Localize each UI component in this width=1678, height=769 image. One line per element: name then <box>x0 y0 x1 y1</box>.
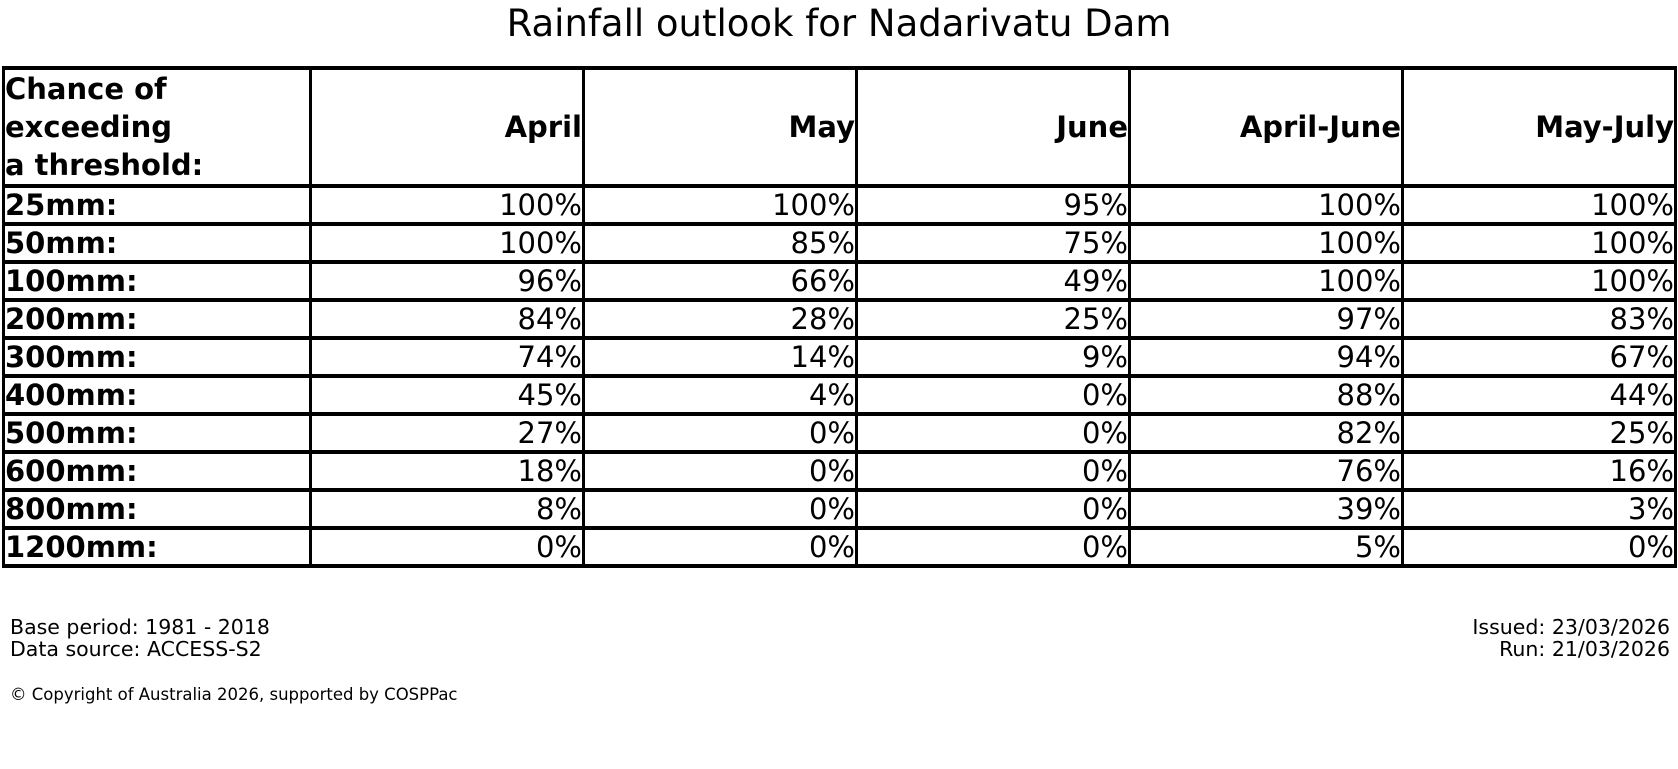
value-cell: 0% <box>582 526 858 568</box>
row-label: 600mm: <box>2 450 312 492</box>
value-cell: 0% <box>855 374 1131 416</box>
value-cell: 39% <box>1128 488 1404 530</box>
row-label: 500mm: <box>2 412 312 454</box>
value-cell: 96% <box>309 260 585 302</box>
value-cell: 9% <box>855 336 1131 378</box>
value-cell: 14% <box>582 336 858 378</box>
value-cell: 0% <box>855 450 1131 492</box>
table-row: 200mm: 84% 28% 25% 97% 83% <box>2 298 1677 340</box>
row-label: 200mm: <box>2 298 312 340</box>
value-cell: 76% <box>1128 450 1404 492</box>
value-cell: 100% <box>1128 184 1404 226</box>
value-cell: 0% <box>582 412 858 454</box>
table-row: 100mm: 96% 66% 49% 100% 100% <box>2 260 1677 302</box>
value-cell: 97% <box>1128 298 1404 340</box>
table-row: 1200mm: 0% 0% 0% 5% 0% <box>2 526 1677 568</box>
value-cell: 88% <box>1128 374 1404 416</box>
value-cell: 25% <box>855 298 1131 340</box>
row-label: 800mm: <box>2 488 312 530</box>
rainfall-outlook-table: Chance of exceeding a threshold: April M… <box>2 66 1677 568</box>
table-row: 500mm: 27% 0% 0% 82% 25% <box>2 412 1677 454</box>
value-cell: 85% <box>582 222 858 264</box>
value-cell: 49% <box>855 260 1131 302</box>
table-row: 400mm: 45% 4% 0% 88% 44% <box>2 374 1677 416</box>
row-label: 300mm: <box>2 336 312 378</box>
value-cell: 95% <box>855 184 1131 226</box>
value-cell: 83% <box>1401 298 1677 340</box>
value-cell: 100% <box>1401 260 1677 302</box>
value-cell: 84% <box>309 298 585 340</box>
value-cell: 100% <box>1128 222 1404 264</box>
row-label: 100mm: <box>2 260 312 302</box>
value-cell: 100% <box>1401 222 1677 264</box>
table-row: 800mm: 8% 0% 0% 39% 3% <box>2 488 1677 530</box>
base-period-text: Base period: 1981 - 2018 <box>10 615 270 639</box>
value-cell: 82% <box>1128 412 1404 454</box>
data-source-text: Data source: ACCESS-S2 <box>10 637 262 661</box>
column-header-june: June <box>855 66 1131 188</box>
run-date-text: Run: 21/03/2026 <box>1499 637 1670 661</box>
value-cell: 5% <box>1128 526 1404 568</box>
value-cell: 0% <box>1401 526 1677 568</box>
value-cell: 100% <box>1128 260 1404 302</box>
value-cell: 28% <box>582 298 858 340</box>
column-header-april-june: April-June <box>1128 66 1404 188</box>
row-label: 25mm: <box>2 184 312 226</box>
value-cell: 0% <box>582 450 858 492</box>
value-cell: 4% <box>582 374 858 416</box>
value-cell: 25% <box>1401 412 1677 454</box>
value-cell: 100% <box>309 184 585 226</box>
value-cell: 8% <box>309 488 585 530</box>
value-cell: 74% <box>309 336 585 378</box>
value-cell: 94% <box>1128 336 1404 378</box>
value-cell: 18% <box>309 450 585 492</box>
corner-header-cell: Chance of exceeding a threshold: <box>2 66 312 188</box>
footer-right-block: Issued: 23/03/2026 Run: 21/03/2026 <box>1472 616 1670 660</box>
footer-metadata: Base period: 1981 - 2018 Data source: AC… <box>0 616 1678 660</box>
value-cell: 0% <box>855 488 1131 530</box>
row-label: 50mm: <box>2 222 312 264</box>
row-label: 400mm: <box>2 374 312 416</box>
column-header-may: May <box>582 66 858 188</box>
value-cell: 45% <box>309 374 585 416</box>
table-row: 300mm: 74% 14% 9% 94% 67% <box>2 336 1677 378</box>
table-row: 25mm: 100% 100% 95% 100% 100% <box>2 184 1677 226</box>
value-cell: 100% <box>1401 184 1677 226</box>
header-row: Chance of exceeding a threshold: April M… <box>2 66 1677 188</box>
value-cell: 67% <box>1401 336 1677 378</box>
table-header: Chance of exceeding a threshold: April M… <box>2 66 1677 188</box>
value-cell: 66% <box>582 260 858 302</box>
column-header-april: April <box>309 66 585 188</box>
column-header-may-july: May-July <box>1401 66 1677 188</box>
value-cell: 100% <box>582 184 858 226</box>
row-label: 1200mm: <box>2 526 312 568</box>
value-cell: 0% <box>309 526 585 568</box>
value-cell: 0% <box>582 488 858 530</box>
copyright-text: © Copyright of Australia 2026, supported… <box>10 685 458 704</box>
value-cell: 27% <box>309 412 585 454</box>
footer-left-block: Base period: 1981 - 2018 Data source: AC… <box>10 616 270 660</box>
value-cell: 3% <box>1401 488 1677 530</box>
value-cell: 100% <box>309 222 585 264</box>
issued-date-text: Issued: 23/03/2026 <box>1472 615 1670 639</box>
page-title: Rainfall outlook for Nadarivatu Dam <box>506 2 1172 45</box>
table-body: 25mm: 100% 100% 95% 100% 100% 50mm: 100%… <box>2 184 1677 568</box>
value-cell: 75% <box>855 222 1131 264</box>
value-cell: 0% <box>855 526 1131 568</box>
value-cell: 16% <box>1401 450 1677 492</box>
value-cell: 44% <box>1401 374 1677 416</box>
table-row: 600mm: 18% 0% 0% 76% 16% <box>2 450 1677 492</box>
table-row: 50mm: 100% 85% 75% 100% 100% <box>2 222 1677 264</box>
value-cell: 0% <box>855 412 1131 454</box>
